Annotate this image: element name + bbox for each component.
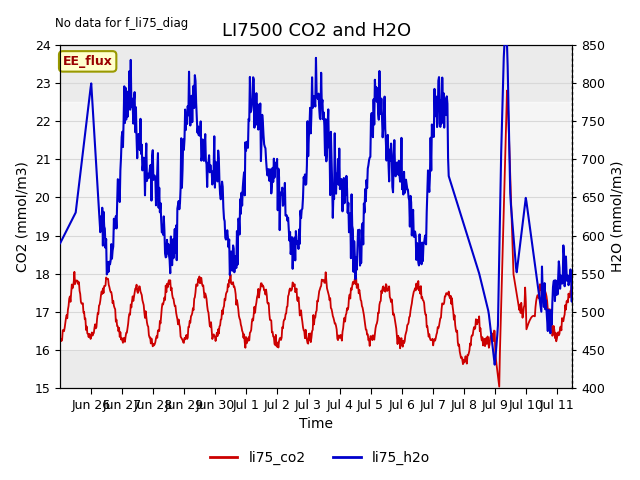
li75_co2 bbox=[568, 291, 576, 297]
li75_co2 bbox=[56, 338, 64, 344]
li75_h2o bbox=[500, 42, 508, 48]
Title: LI7500 CO2 and H2O: LI7500 CO2 and H2O bbox=[221, 22, 411, 40]
li75_co2 bbox=[339, 329, 346, 335]
Y-axis label: CO2 (mmol/m3): CO2 (mmol/m3) bbox=[15, 161, 29, 272]
Line: li75_h2o: li75_h2o bbox=[60, 45, 572, 365]
Line: li75_co2: li75_co2 bbox=[60, 91, 572, 386]
Y-axis label: H2O (mmol/m3): H2O (mmol/m3) bbox=[611, 161, 625, 272]
li75_h2o bbox=[401, 188, 409, 193]
X-axis label: Time: Time bbox=[300, 418, 333, 432]
li75_h2o bbox=[56, 240, 64, 246]
li75_h2o bbox=[568, 273, 576, 279]
li75_co2 bbox=[401, 332, 409, 338]
li75_co2 bbox=[557, 327, 565, 333]
Bar bbox=[60, 102, 572, 350]
Text: No data for f_li75_diag: No data for f_li75_diag bbox=[55, 17, 188, 30]
Legend: li75_co2, li75_h2o: li75_co2, li75_h2o bbox=[204, 445, 436, 471]
Text: EE_flux: EE_flux bbox=[63, 55, 113, 68]
li75_h2o bbox=[557, 275, 565, 280]
li75_h2o bbox=[526, 223, 534, 228]
li75_co2 bbox=[495, 384, 503, 389]
li75_h2o bbox=[394, 172, 402, 178]
li75_co2 bbox=[526, 318, 534, 324]
li75_co2 bbox=[394, 333, 402, 339]
li75_h2o bbox=[436, 93, 444, 99]
li75_co2 bbox=[503, 88, 511, 94]
li75_co2 bbox=[436, 319, 444, 325]
li75_h2o bbox=[491, 362, 499, 368]
li75_h2o bbox=[339, 208, 346, 214]
